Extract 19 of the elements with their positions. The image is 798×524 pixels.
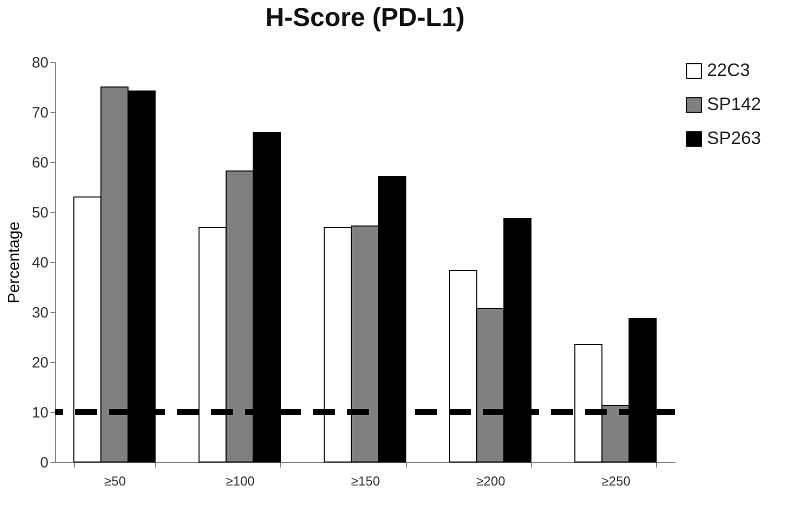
x-tick-label: ≥150 bbox=[351, 474, 380, 488]
chart-title: H-Score (PD-L1) bbox=[265, 2, 465, 32]
legend-label: 22C3 bbox=[707, 60, 750, 80]
y-tick-label: 70 bbox=[32, 104, 48, 122]
x-tick-label: ≥50 bbox=[104, 474, 126, 488]
y-tick-label: 40 bbox=[32, 254, 48, 272]
y-tick-label: 10 bbox=[32, 404, 48, 422]
legend-label: SP142 bbox=[707, 94, 762, 114]
legend-label: SP263 bbox=[707, 128, 762, 148]
y-tick-label: 50 bbox=[32, 204, 48, 222]
y-tick-label: 0 bbox=[40, 454, 48, 472]
y-axis-title: Percentage bbox=[6, 221, 23, 304]
x-tick-label: ≥250 bbox=[602, 474, 630, 488]
y-tick-label: 20 bbox=[32, 354, 48, 372]
y-tick-label: 30 bbox=[32, 304, 48, 322]
x-tick-label: ≥100 bbox=[226, 474, 255, 488]
x-tick-label: ≥200 bbox=[476, 474, 506, 488]
y-tick-label: 60 bbox=[32, 154, 48, 172]
y-tick-label: 80 bbox=[32, 54, 48, 72]
